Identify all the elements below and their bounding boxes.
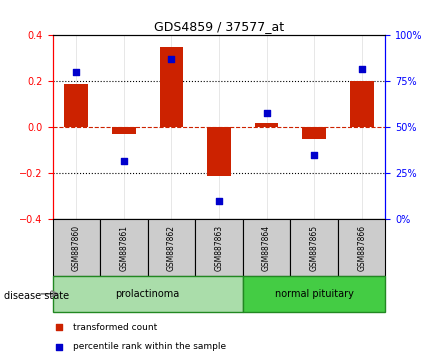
Bar xyxy=(159,47,184,127)
FancyBboxPatch shape xyxy=(195,219,243,276)
Title: GDS4859 / 37577_at: GDS4859 / 37577_at xyxy=(154,20,284,33)
Point xyxy=(168,57,175,62)
Point xyxy=(276,269,283,275)
Text: GSM887860: GSM887860 xyxy=(72,225,81,271)
FancyBboxPatch shape xyxy=(53,276,243,312)
FancyBboxPatch shape xyxy=(290,219,338,276)
FancyBboxPatch shape xyxy=(243,219,290,276)
Bar xyxy=(350,81,374,127)
FancyBboxPatch shape xyxy=(243,276,385,312)
FancyBboxPatch shape xyxy=(148,219,195,276)
Text: GSM887863: GSM887863 xyxy=(215,225,223,271)
FancyBboxPatch shape xyxy=(338,219,385,276)
Point xyxy=(311,152,318,158)
Point xyxy=(276,92,283,98)
Text: prolactinoma: prolactinoma xyxy=(116,289,180,299)
Text: normal pituitary: normal pituitary xyxy=(275,289,353,299)
Bar xyxy=(207,127,231,176)
Point xyxy=(263,110,270,115)
Point xyxy=(358,66,365,72)
Text: GSM887862: GSM887862 xyxy=(167,225,176,271)
Bar xyxy=(302,127,326,139)
Bar xyxy=(112,127,136,134)
FancyBboxPatch shape xyxy=(53,219,100,276)
Point xyxy=(120,158,127,164)
FancyBboxPatch shape xyxy=(100,219,148,276)
Text: disease state: disease state xyxy=(4,291,70,301)
Text: GSM887861: GSM887861 xyxy=(120,225,128,271)
Text: GSM887864: GSM887864 xyxy=(262,225,271,271)
Bar xyxy=(254,123,279,127)
Bar xyxy=(64,84,88,127)
Point xyxy=(73,69,80,75)
Text: percentile rank within the sample: percentile rank within the sample xyxy=(73,342,226,352)
Text: transformed count: transformed count xyxy=(73,323,157,332)
Text: GSM887866: GSM887866 xyxy=(357,225,366,271)
Text: GSM887865: GSM887865 xyxy=(310,225,318,271)
Point xyxy=(215,198,223,204)
